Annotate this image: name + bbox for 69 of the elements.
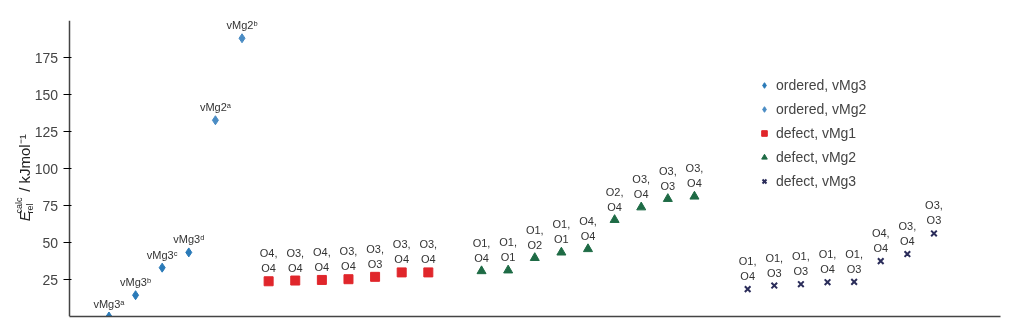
data-label: O1, O4 — [738, 255, 757, 283]
legend-label: ordered, vMg2 — [776, 101, 867, 117]
point — [636, 201, 647, 211]
y-tick-label: 150 — [34, 86, 59, 103]
data-label: O4, O4 — [259, 247, 278, 275]
point — [396, 267, 407, 278]
y-tick-label: 75 — [42, 197, 59, 214]
point — [797, 280, 805, 289]
point — [903, 250, 912, 258]
data-label: O3, O4 — [419, 238, 438, 266]
data-label: O4, O4 — [579, 215, 597, 243]
point — [158, 262, 166, 273]
point — [770, 281, 779, 290]
point — [185, 247, 193, 258]
point — [662, 193, 673, 202]
data-label: O4, O4 — [312, 245, 331, 273]
point — [290, 275, 301, 286]
y-tick-label: 50 — [42, 234, 59, 251]
data-label: O1, O3 — [845, 247, 863, 275]
y-tick-label: 175 — [34, 49, 59, 66]
data-label: O1, O4 — [472, 237, 491, 265]
point — [263, 276, 274, 287]
data-label: O3, O4 — [898, 220, 917, 248]
legend-label: ordered, vMg3 — [776, 77, 867, 93]
legend-label: defect, vMg3 — [776, 173, 857, 189]
data-label: O3, O3 — [925, 199, 943, 227]
data-label: O1, O4 — [818, 248, 837, 276]
legend-label: defect, vMg1 — [776, 125, 857, 141]
point — [823, 278, 832, 286]
point — [582, 243, 593, 253]
point — [689, 190, 700, 200]
data-label: O3, O4 — [392, 238, 411, 266]
data-label: O3, O3 — [658, 164, 677, 192]
point — [529, 252, 540, 261]
point — [238, 33, 246, 44]
y-axis-title: Erelcalc / kJmol⁻¹ — [13, 134, 35, 222]
legend-label: defect, vMg2 — [776, 149, 857, 165]
point — [370, 271, 381, 282]
data-label: vMg3ᵇ — [120, 276, 152, 289]
data-label: vMg2ᵇ — [226, 19, 258, 32]
data-label: vMg2ᵃ — [199, 101, 232, 114]
data-label: O3, O4 — [339, 245, 358, 273]
data-label: O1, O1 — [499, 236, 518, 264]
point — [211, 115, 219, 126]
point — [423, 267, 434, 278]
point — [609, 214, 620, 223]
y-tick-label: 125 — [34, 123, 59, 140]
y-tick-label: 100 — [34, 160, 59, 177]
data-label: O1, O1 — [552, 218, 571, 246]
point — [343, 274, 354, 285]
point — [316, 274, 327, 285]
data-label: O1, O2 — [525, 223, 544, 251]
data-label: O3, O4 — [632, 173, 651, 201]
point — [476, 265, 487, 275]
data-label: O3, O4 — [286, 246, 305, 274]
point — [132, 290, 140, 301]
data-label: O3, O4 — [685, 162, 704, 190]
data-label: vMg3ᶜ — [146, 248, 178, 261]
data-label: vMg3ᵃ — [93, 297, 126, 310]
data-label: O1, O3 — [792, 250, 810, 278]
data-label: O3, O3 — [366, 242, 384, 270]
data-label: O4, O4 — [871, 227, 890, 255]
data-label: O1, O3 — [765, 251, 784, 279]
point — [556, 246, 567, 256]
y-tick-label: 25 — [42, 271, 59, 288]
point — [876, 257, 885, 265]
data-label: vMg3ᵈ — [173, 233, 205, 246]
point — [503, 264, 514, 274]
data-label: O2, O4 — [605, 185, 624, 213]
